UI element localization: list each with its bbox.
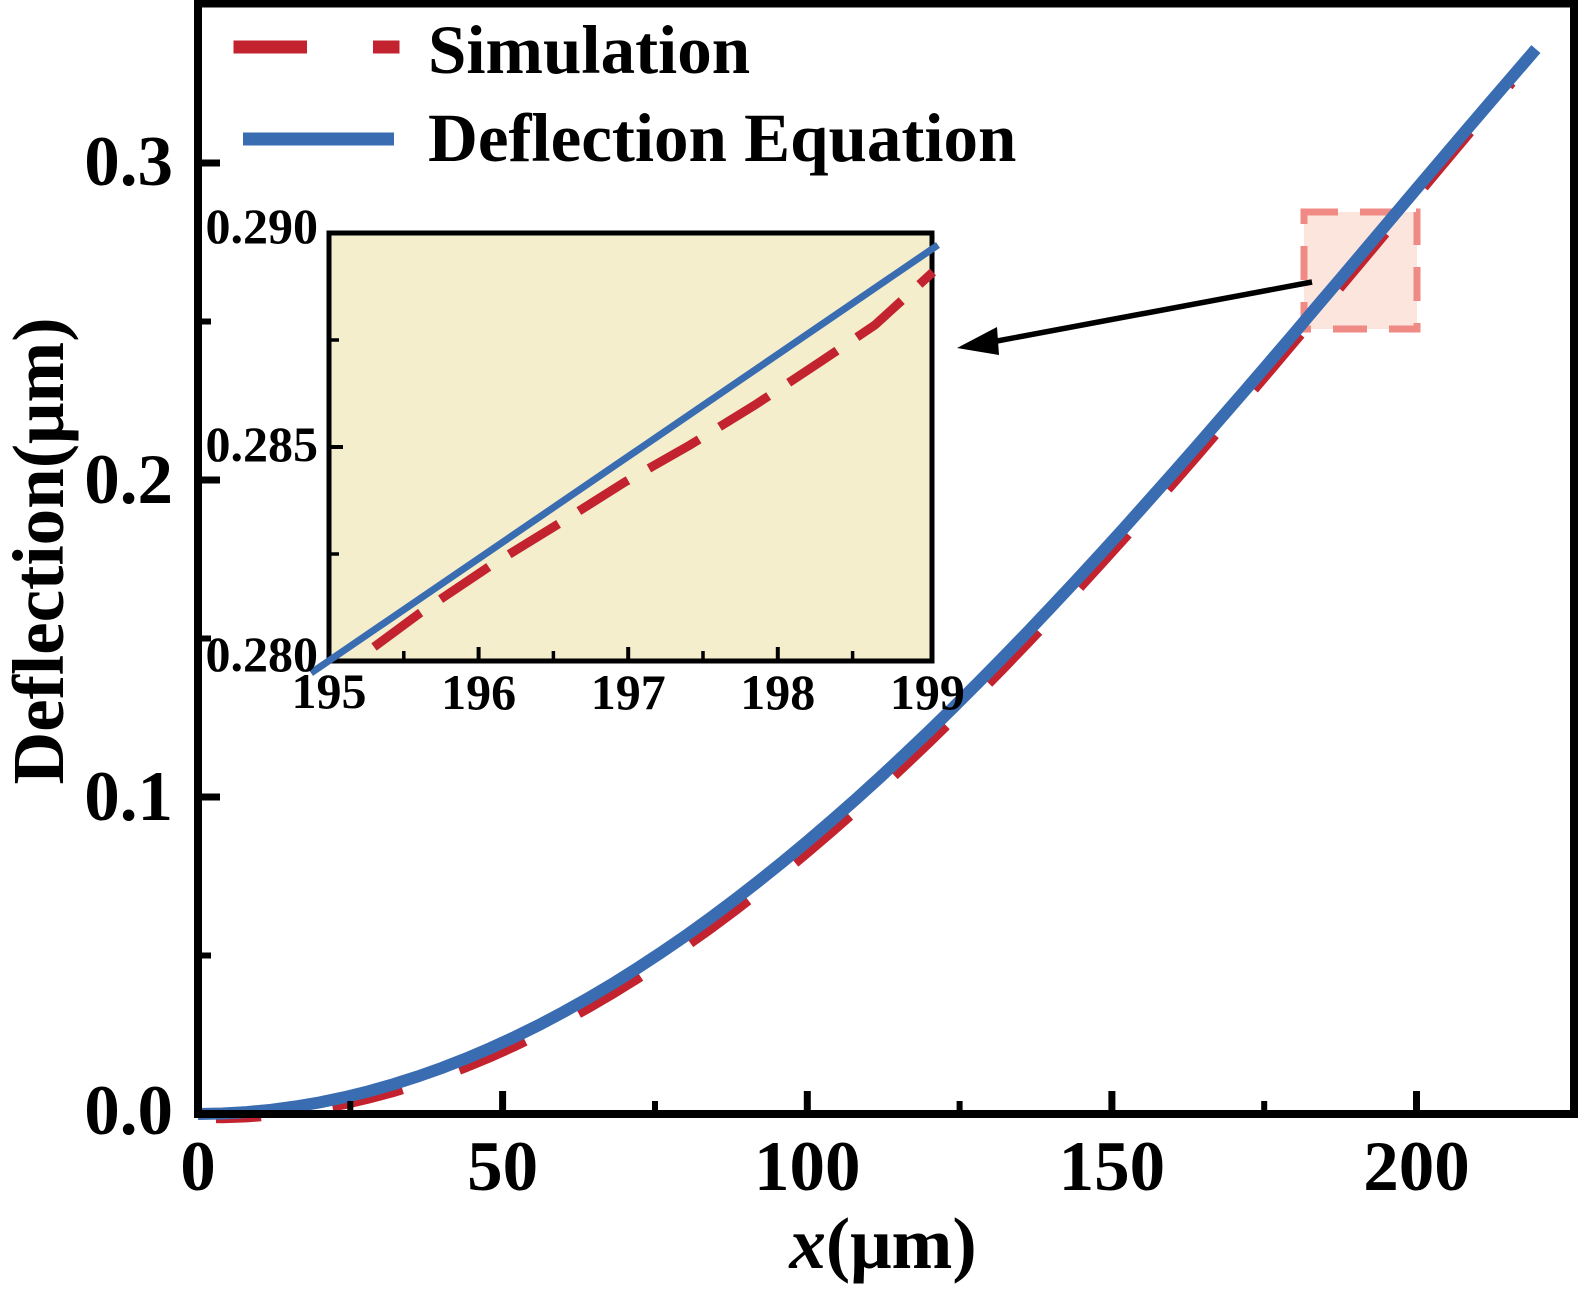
svg-text:Simulation: Simulation (428, 12, 750, 88)
svg-text:199: 199 (890, 664, 965, 720)
svg-text:50: 50 (467, 1128, 538, 1206)
svg-text:0.1: 0.1 (84, 758, 173, 836)
svg-text:198: 198 (740, 664, 815, 720)
svg-text:0: 0 (180, 1128, 216, 1206)
svg-text:Deflection Equation: Deflection Equation (428, 100, 1016, 176)
svg-text:100: 100 (754, 1128, 861, 1206)
svg-text:200: 200 (1363, 1128, 1470, 1206)
svg-text:x(μm): x(μm) (788, 1203, 976, 1284)
svg-text:0.285: 0.285 (206, 416, 319, 472)
svg-text:196: 196 (441, 664, 516, 720)
svg-text:0.3: 0.3 (84, 123, 173, 201)
svg-text:0.2: 0.2 (84, 441, 173, 519)
svg-text:195: 195 (292, 663, 367, 719)
svg-text:150: 150 (1059, 1128, 1166, 1206)
svg-text:0.290: 0.290 (206, 198, 319, 254)
svg-text:0.280: 0.280 (206, 626, 319, 682)
svg-text:0.0: 0.0 (84, 1072, 173, 1150)
svg-text:Deflection(μm): Deflection(μm) (0, 317, 79, 784)
svg-text:197: 197 (591, 664, 666, 720)
